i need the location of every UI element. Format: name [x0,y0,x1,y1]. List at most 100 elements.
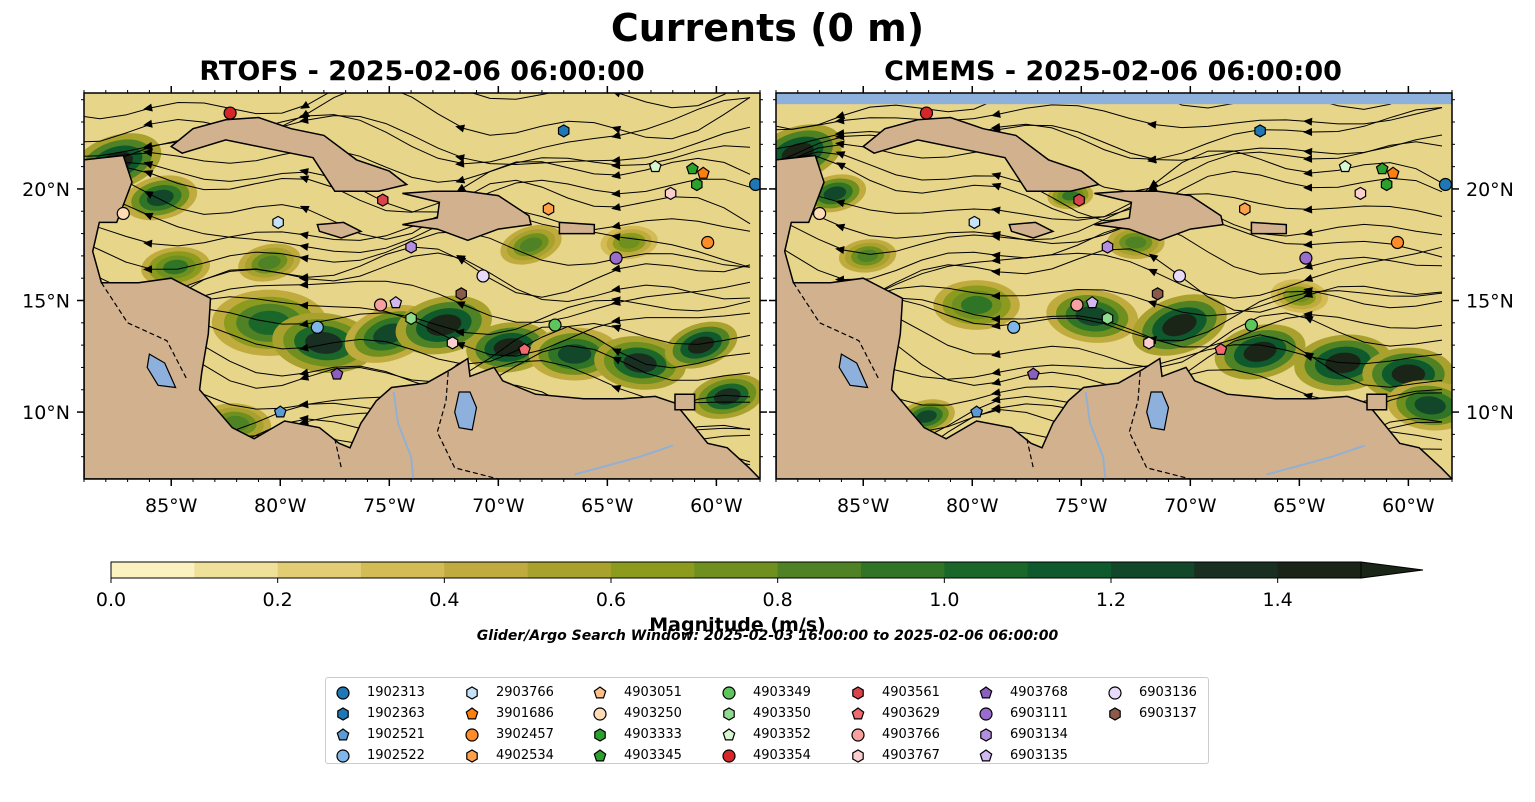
pentagon-marker-icon [593,685,607,698]
land-jamaica [316,221,363,239]
lon-tick-label: 65°W [581,495,634,517]
legend-item: 4903350 [720,703,811,724]
float-4903345 [685,162,699,175]
circle-marker-icon [722,685,736,700]
pentagon-marker-icon [465,706,479,719]
legend-item: 6903111 [977,703,1068,724]
float-6903135 [389,295,403,309]
legend-item: 1902313 [334,682,425,703]
circle-marker-icon [851,727,865,742]
lat-tick-label: 20°N [22,179,70,201]
legend-marker [594,727,606,742]
float-1902522 [1007,320,1021,334]
colorbar-segment [277,562,362,578]
legend-label: 6903135 [1010,748,1068,763]
legend-marker [465,706,479,719]
legend-marker [336,748,350,763]
colorbar-segment [861,562,945,578]
rtofs-map-body [84,93,760,479]
pentagon-marker-icon [851,706,865,719]
legend-label: 4903768 [1010,685,1068,700]
legend-label: 4903629 [882,706,940,721]
colorbar-segment [111,562,195,578]
float-3902457 [1390,235,1405,250]
land-yucatan [84,154,760,479]
float-markers [813,106,1452,418]
float-3901686 [1386,166,1400,179]
colorbar-segment [1194,562,1279,578]
float-1902522 [310,320,324,334]
legend-label: 1902522 [367,748,425,763]
axes-frame [775,92,1453,480]
figure-title: Currents (0 m) [610,6,925,50]
legend-marker [593,748,607,761]
float-4903354 [223,106,237,120]
float-4903345 [1375,162,1389,175]
legend-marker [980,727,992,742]
float-markers [116,106,760,418]
legend-marker [593,685,607,698]
lon-tick-label: 85°W [145,495,198,517]
float-4903352 [648,159,662,173]
legend-item: 4903354 [720,745,811,766]
float-6903111 [609,251,623,265]
legend-column: 4903768 6903111 6903134 6903135 [977,682,1068,766]
float-4903333 [1380,177,1393,192]
hexagon-marker-icon [852,748,864,763]
rtofs-map-panel [84,93,760,479]
lat-tick-label: 15°N [22,291,70,313]
legend-marker [851,727,865,742]
hexagon-marker-icon [852,685,864,700]
legend-label: 6903136 [1139,685,1197,700]
land-trinidad [674,393,696,411]
float-4903629 [1214,342,1228,355]
lon-tick-label: 75°W [363,495,416,517]
legend-column: 4903051 4903250 4903333 4903345 [591,682,682,766]
float-4902534 [542,202,555,216]
legend-item: 4903561 [849,682,940,703]
colorbar-tick-label: 0.0 [96,589,126,611]
legend-column: 4903561 4903629 4903766 4903767 [849,682,940,766]
colorbar-label: Magnitude (m/s) [649,614,826,636]
lon-tick-label: 85°W [837,495,890,517]
legend-item: 4903051 [591,682,682,703]
float-6903135 [1085,295,1099,309]
float-4903350 [1101,311,1114,326]
colorbar-frame [110,561,1362,579]
axes-frame [83,92,761,480]
legend-label: 3901686 [496,706,554,721]
lon-tick-label: 65°W [1273,495,1326,517]
lon-tick-label: 70°W [1164,495,1217,517]
land-cuba [861,116,1101,192]
legend-item: 3901686 [463,703,554,724]
cmems-axes: 85°W 80°W 75°W 70°W 65°W 60°W 10°N 15°N 20°N [769,86,1514,517]
legend-item: 4903629 [849,703,940,724]
legend-column: 6903136 6903137 [1106,682,1197,724]
colorbar-tick-label: 0.4 [429,589,459,611]
country-borders [100,282,499,479]
legend-marker [979,748,993,761]
float-1902521 [273,405,287,418]
legend-item: 3902457 [463,724,554,745]
circle-marker-icon [465,727,479,742]
float-1902313 [1438,177,1452,192]
float-4903349 [548,318,562,332]
legend-label: 2903766 [496,685,554,700]
float-6903134 [1101,240,1114,254]
circle-marker-icon [722,748,736,763]
panel-title-rtofs: RTOFS - 2025-02-06 06:00:00 [199,56,645,87]
float-legend: 1902313 1902363 1902521 1902522 2903766 39016… [325,677,1209,764]
float-4903767 [446,336,459,350]
legend-marker [336,727,350,740]
legend-item: 6903135 [977,745,1068,766]
pentagon-marker-icon [722,727,736,740]
legend-marker [979,706,993,721]
legend-column: 4903349 4903350 4903352 4903354 [720,682,811,766]
legend-marker [852,748,864,763]
legend-marker [466,685,478,700]
float-4903333 [690,177,703,192]
float-6903136 [1172,269,1187,283]
legend-marker [593,706,607,721]
land-yucatan [776,154,1452,479]
legend-label: 1902521 [367,727,425,742]
